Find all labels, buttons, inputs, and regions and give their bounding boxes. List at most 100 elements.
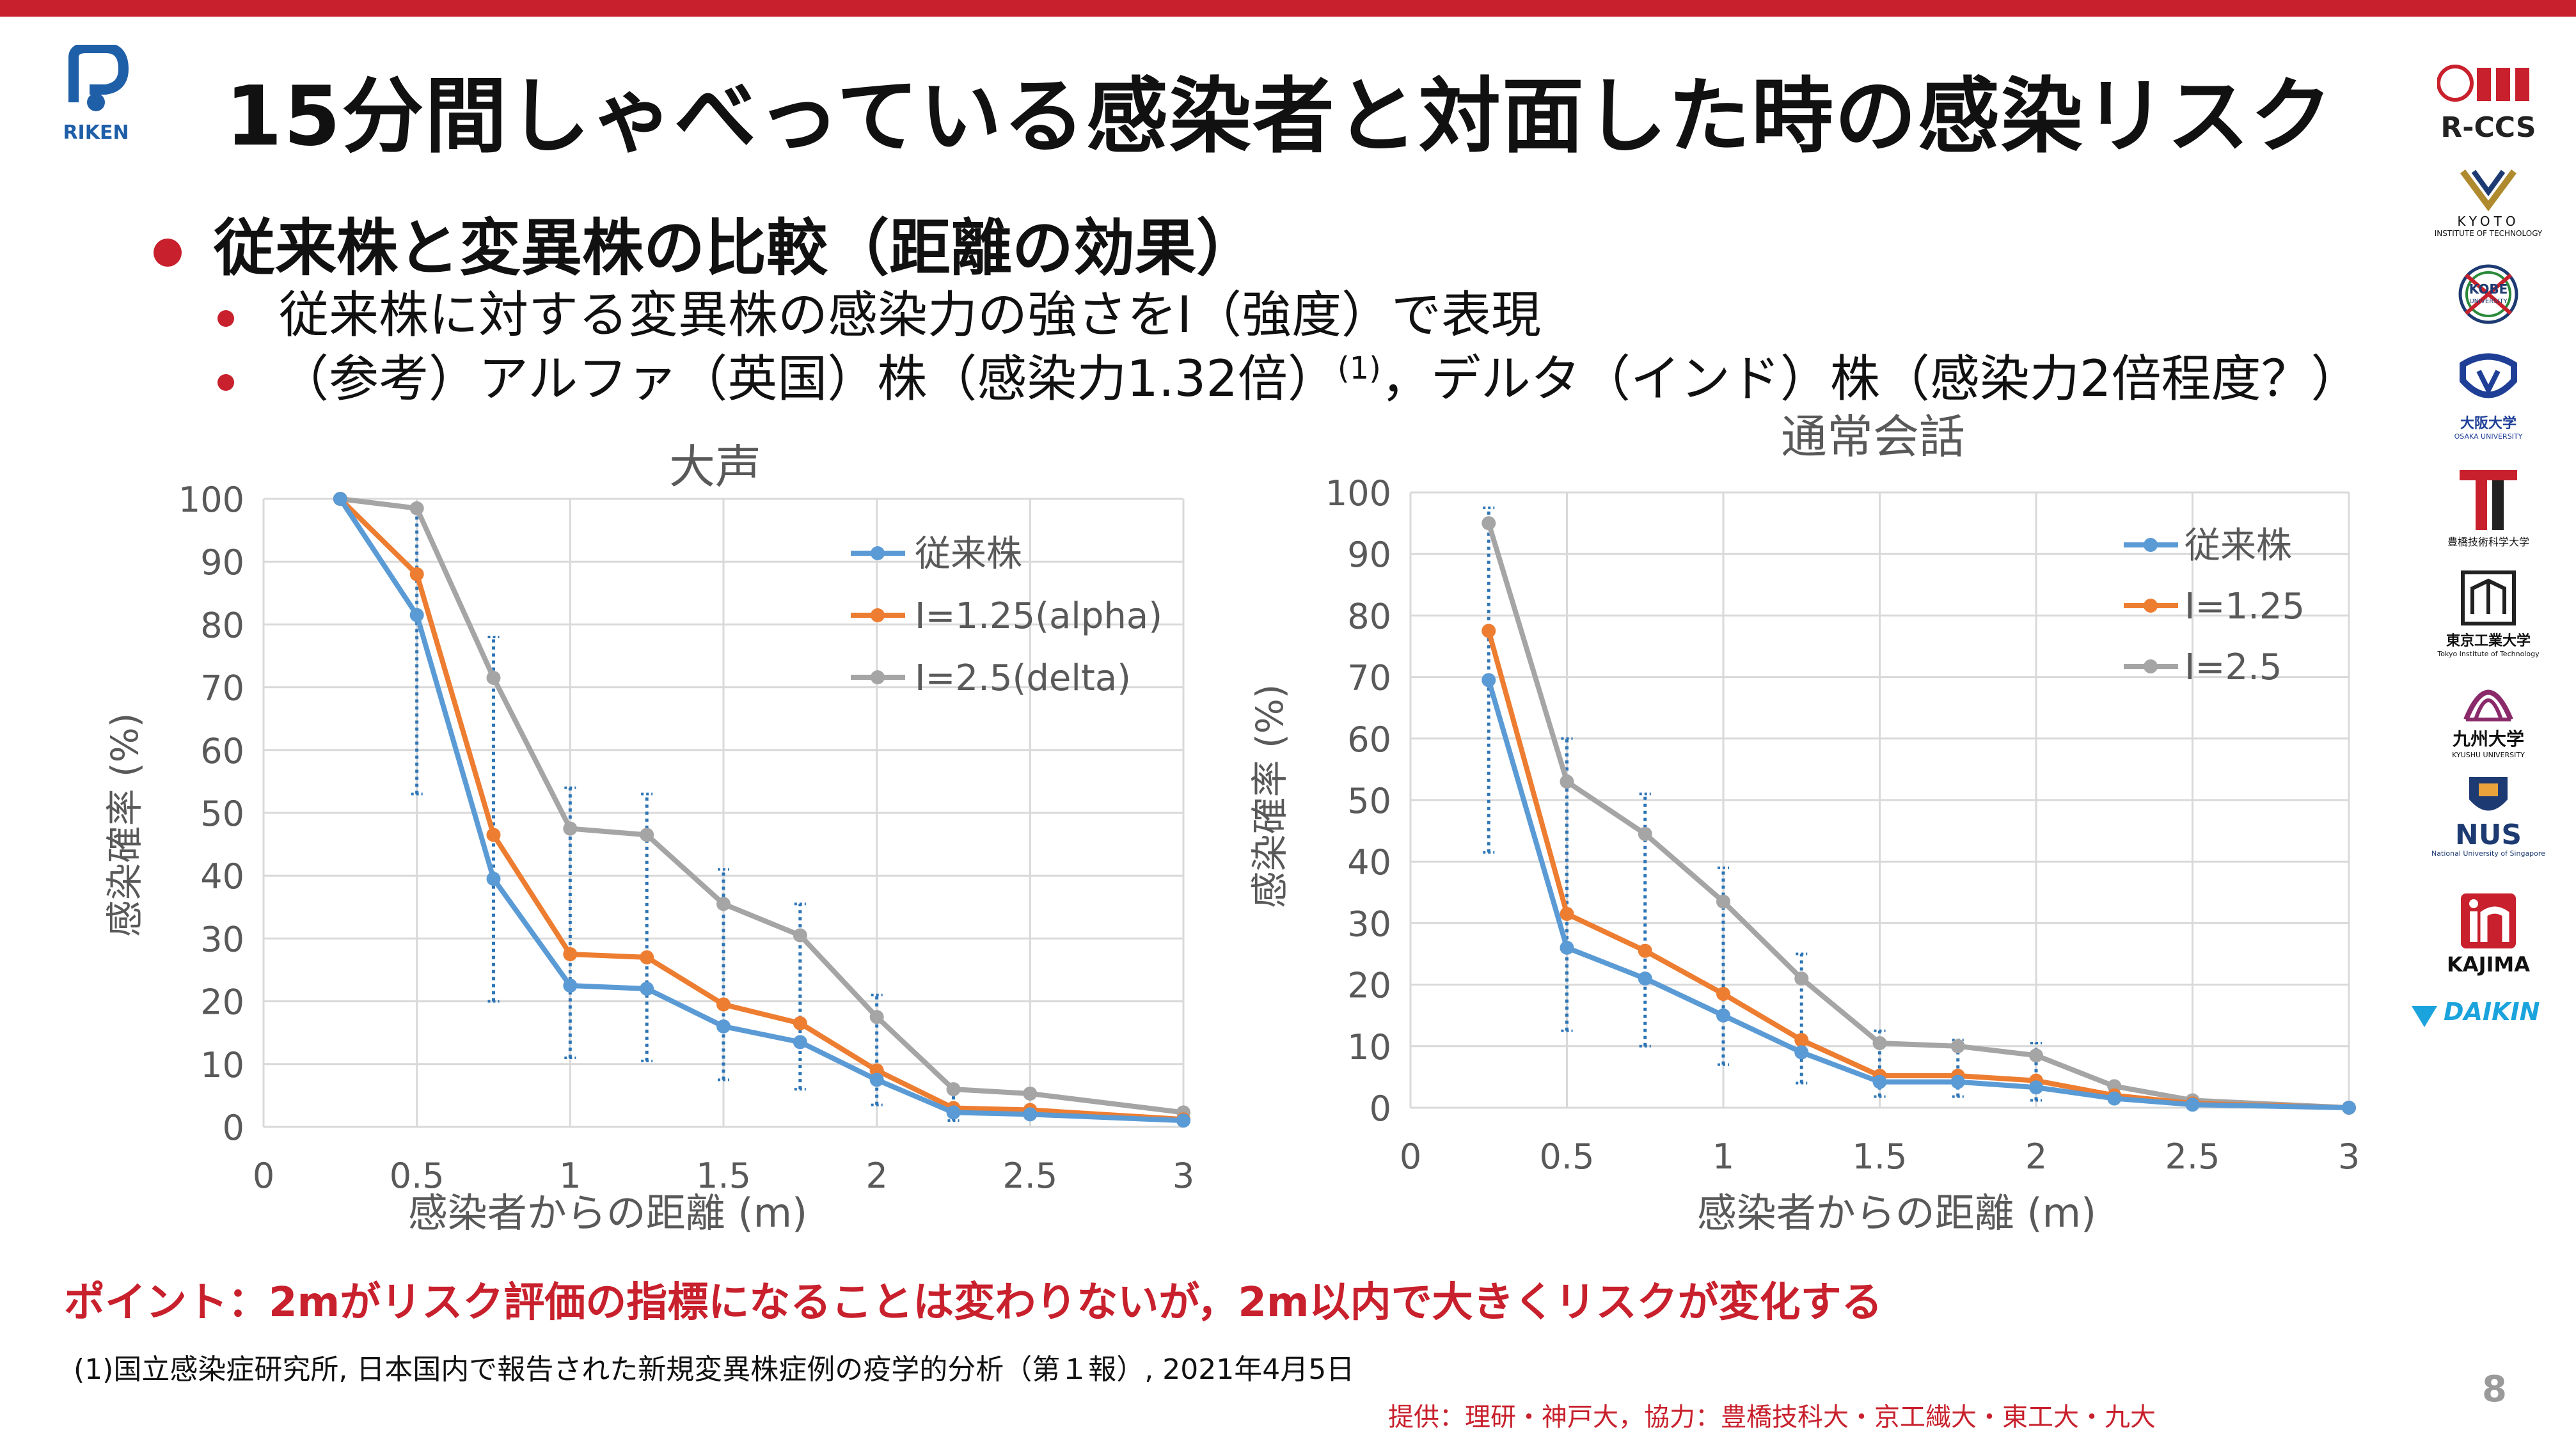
chart1-data-point [716,1019,731,1034]
chart2-data-point [1872,1035,1887,1050]
sub-bullet-1-text: 従来株に対する変異株の感染力の強さをI（強度）で表現 [279,287,1542,344]
kobe-subtext: UNIVERSITY [2469,298,2508,305]
chart1-series-line-2 [338,497,1184,1122]
chart2-legend-marker [2144,538,2158,552]
chart1-series-line-1 [338,497,1184,1124]
sub-bullet-1: 従来株に対する変異株の感染力の強さをI（強度）で表現 [217,275,1541,347]
chart1-data-point [793,1035,807,1050]
sub-bullet-2-text-pre: （参考）アルファ（英国）株（感染力1.32倍） [279,350,1338,408]
chart2-ytick-label: 80 [1347,596,1391,636]
kajima-text: KAJIMA [2447,952,2530,977]
tokyotech-icon [2461,570,2516,625]
chart2-data-point [1872,1074,1887,1089]
chart2-ytick-label: 100 [1325,473,1391,514]
riken-logo-text: RIKEN [63,122,129,144]
chart1-data-point [409,608,424,622]
chart2-ytick-label: 40 [1347,842,1391,883]
chart1-x-axis-label: 感染者からの距離 (m) [408,1190,807,1236]
chart2-data-point [1560,940,1574,955]
chart1-title: 大声 [669,440,761,494]
chart2-xtick-label: 0.5 [1540,1136,1595,1177]
tokyotech-text: 東京工業大学 [2446,633,2531,649]
chart2-title: 通常会話 [1781,410,1965,464]
chart2-legend-marker [2144,599,2158,613]
chart1-data-point [563,947,578,961]
chart1-xtick-label: 1 [559,1156,581,1196]
chart2-data-point [2342,1101,2356,1115]
chart1-data-point [946,1105,961,1120]
chart1-data-point [409,567,424,581]
chart2-data-point [1638,943,1652,958]
chart2-data-point [1716,894,1730,909]
chart2-data-point [1716,987,1730,1002]
reference: (1)国立感染症研究所, 日本国内で報告された新規変異株症例の疫学的分析（第１報… [74,1353,1355,1386]
chart1-ytick-label: 30 [200,919,244,959]
logo-nus: NUS National University of Singapore [2405,774,2572,858]
chart1-ytick-label: 90 [200,542,244,583]
chart1-legend-marker [871,670,885,684]
main-bullet: 従来株と変異株の比較（距離の効果） [154,198,1258,287]
chart1-xtick-label: 2.5 [1002,1156,1057,1196]
chart1-series-line-3 [340,496,1184,1115]
key-point: ポイント：2mがリスク評価の指標になることは変わりないが，2m以内で大きくリスク… [64,1279,1883,1326]
chart2-xtick-label: 2.5 [2165,1136,2220,1177]
chart2-data-point [1950,1039,1965,1053]
chart2-data-point [2029,1048,2043,1063]
osaka-subtext: OSAKA UNIVERSITY [2454,432,2523,441]
chart2-ytick-label: 70 [1347,658,1391,698]
kit-icon [2460,169,2517,212]
chart2-data-point [1482,624,1496,638]
kyushu-text: 九州大学 [2452,728,2524,750]
chart2-ytick-label: 90 [1347,535,1391,575]
chart2-xtick-label: 0 [1400,1136,1421,1177]
riken-logo-icon [68,43,129,111]
chart1-ytick-label: 60 [200,731,244,771]
chart2-data-point [2185,1097,2200,1112]
tokyotech-subtext: Tokyo Institute of Technology [2437,650,2540,658]
logo-rccs: R-CCS [2405,64,2572,144]
chart2-data-point [1950,1074,1965,1089]
chart1-data-point [409,501,424,515]
kyushu-subtext: KYUSHU UNIVERSITY [2452,751,2525,759]
daikin-text: DAIKIN [2444,998,2540,1026]
chart1-ytick-label: 100 [178,480,244,520]
chart1-data-point [716,997,731,1012]
chart2-data-point [1482,673,1496,688]
chart1-data-point [563,821,578,836]
rccs-text: R-CCS [2440,111,2536,144]
chart1-ytick-label: 50 [200,794,244,834]
chart2-legend-label: 従来株 [2185,525,2292,567]
chart2-data-point [2029,1080,2043,1095]
chart1-data-point [869,1073,884,1087]
nus-subtext: National University of Singapore [2431,849,2545,858]
osaka-icon [2460,353,2517,398]
chart1-data-point [1176,1113,1190,1128]
chart1-ytick-label: 70 [200,668,244,709]
logo-toyohashi: 豊橋技術科学大学 [2405,467,2572,549]
chart2-data-point [1638,826,1652,841]
chart1-data-point [486,872,501,886]
toyohashi-icon [2460,470,2517,530]
chart1-xtick-label: 0 [253,1156,274,1196]
chart1-y-axis-label: 感染確率 (%) [103,713,146,938]
logo-tokyotech: 東京工業大学 Tokyo Institute of Technology [2405,569,2572,658]
nus-text: NUS [2454,819,2522,851]
chart1-legend-label: I=1.25(alpha) [915,595,1162,637]
page-title: 15分間しゃべっている感染者と対面した時の感染リスク [225,69,2334,164]
chart1-xtick-label: 0.5 [390,1156,445,1196]
sub-bullet-2: （参考）アルファ（英国）株（感染力1.32倍）(1)，デルタ（インド）株（感染力… [217,339,2361,411]
chart1-ytick-label: 80 [200,605,244,645]
chart2-y-axis-label: 感染確率 (%) [1248,684,1292,909]
chart2-data-point [1638,971,1652,986]
chart1-data-point [946,1082,961,1097]
kyushu-icon [2463,689,2513,721]
logo-kobe: KOBE UNIVERSITY [2405,262,2572,329]
chart2-ytick-label: 20 [1347,966,1391,1006]
chart2-data-point [1560,906,1574,921]
riken-logo: RIKEN [61,43,131,147]
chart2-series-line-2 [1486,630,2350,1110]
kit-subtext: INSTITUTE OF TECHNOLOGY [2434,229,2543,238]
chart2-legend-label: I=1.25 [2185,586,2305,627]
chart1-data-point [1023,1086,1038,1101]
chart2-ytick-label: 0 [1370,1089,1391,1129]
